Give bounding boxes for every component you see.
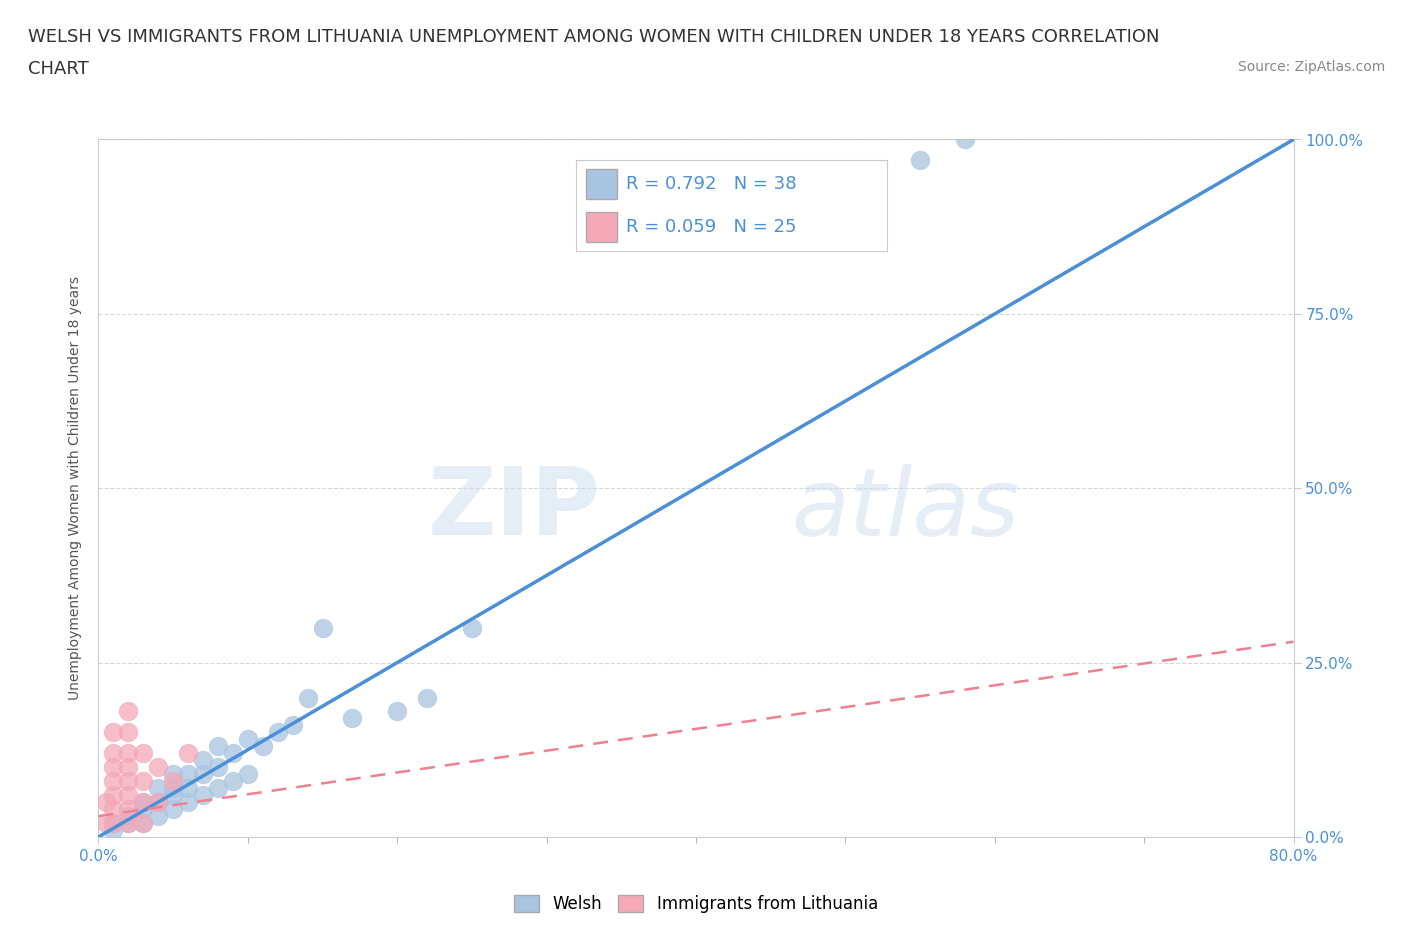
Point xyxy=(191,766,214,781)
Point xyxy=(103,725,125,740)
Point xyxy=(103,816,125,830)
Point xyxy=(177,794,200,809)
Point xyxy=(132,794,155,809)
Point xyxy=(103,823,125,838)
Text: Source: ZipAtlas.com: Source: ZipAtlas.com xyxy=(1237,60,1385,74)
Point xyxy=(236,732,259,747)
Point xyxy=(148,781,170,796)
Point xyxy=(117,746,139,761)
Point xyxy=(148,809,170,824)
Point xyxy=(132,802,155,817)
Point xyxy=(103,802,125,817)
Point xyxy=(311,620,333,635)
Point xyxy=(222,774,245,789)
Text: ZIP: ZIP xyxy=(427,463,600,555)
Point xyxy=(191,753,214,768)
Point xyxy=(117,760,139,775)
Point xyxy=(117,788,139,803)
Point xyxy=(117,802,139,817)
Point xyxy=(177,781,200,796)
Point xyxy=(94,816,117,830)
Point xyxy=(191,788,214,803)
Point xyxy=(117,816,139,830)
Point xyxy=(162,802,184,817)
Point xyxy=(148,794,170,809)
Y-axis label: Unemployment Among Women with Children Under 18 years: Unemployment Among Women with Children U… xyxy=(69,276,83,700)
Text: atlas: atlas xyxy=(792,464,1019,554)
Legend: Welsh, Immigrants from Lithuania: Welsh, Immigrants from Lithuania xyxy=(508,888,884,920)
Point xyxy=(267,725,290,740)
Point xyxy=(908,153,931,167)
Point xyxy=(117,816,139,830)
Text: CHART: CHART xyxy=(28,60,89,78)
Point xyxy=(103,746,125,761)
Point xyxy=(236,766,259,781)
Point xyxy=(117,774,139,789)
Point xyxy=(148,760,170,775)
Point xyxy=(953,132,976,147)
Point xyxy=(461,620,484,635)
Point xyxy=(342,711,364,725)
Point xyxy=(132,774,155,789)
Point xyxy=(207,738,229,753)
Point xyxy=(177,766,200,781)
Point xyxy=(162,788,184,803)
Point xyxy=(297,690,319,705)
Point xyxy=(162,774,184,789)
Point xyxy=(132,816,155,830)
Point xyxy=(103,816,125,830)
Point xyxy=(132,816,155,830)
Point xyxy=(177,746,200,761)
Point xyxy=(385,704,409,719)
Point xyxy=(132,794,155,809)
Point xyxy=(117,809,139,824)
Point xyxy=(148,794,170,809)
Point xyxy=(207,781,229,796)
Point xyxy=(252,738,274,753)
Point xyxy=(162,766,184,781)
Text: WELSH VS IMMIGRANTS FROM LITHUANIA UNEMPLOYMENT AMONG WOMEN WITH CHILDREN UNDER : WELSH VS IMMIGRANTS FROM LITHUANIA UNEMP… xyxy=(28,28,1160,46)
Point xyxy=(416,690,439,705)
Point xyxy=(103,760,125,775)
Point xyxy=(281,718,304,733)
Point xyxy=(162,781,184,796)
Point xyxy=(103,774,125,789)
Point xyxy=(94,794,117,809)
Point xyxy=(222,746,245,761)
Point xyxy=(117,704,139,719)
Point xyxy=(117,725,139,740)
Point xyxy=(103,788,125,803)
Point xyxy=(207,760,229,775)
Point xyxy=(132,746,155,761)
